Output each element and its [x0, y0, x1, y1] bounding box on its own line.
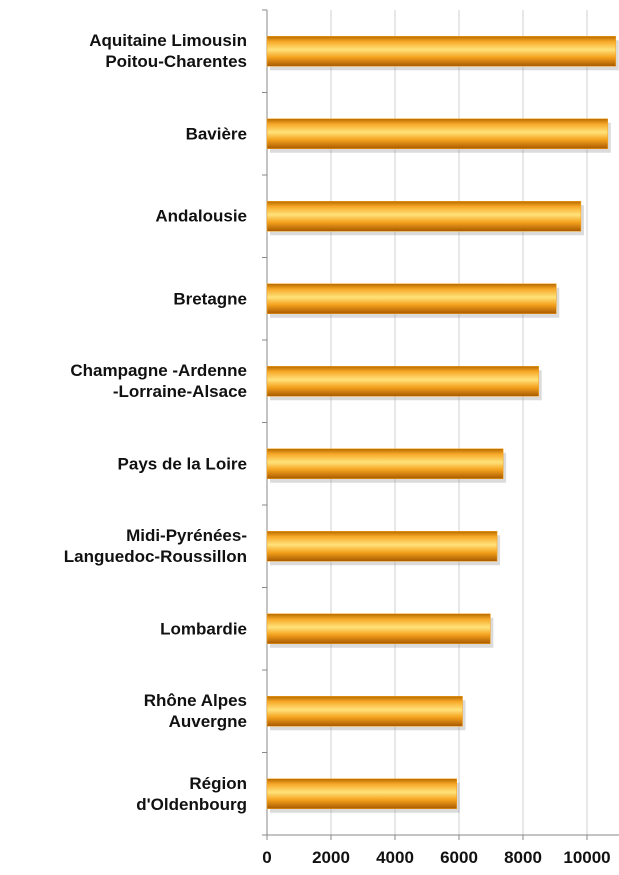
bar [266, 366, 539, 397]
bar [266, 696, 463, 727]
y-tick-label: Rhône Alpes Auvergne [143, 691, 247, 732]
x-tick-label: 6000 [440, 848, 478, 867]
bar [266, 201, 582, 232]
bar [266, 36, 617, 67]
bar [266, 613, 491, 644]
bar [266, 118, 609, 149]
bar [266, 283, 557, 314]
x-tick-label: 4000 [376, 848, 414, 867]
x-tick-label: 0 [262, 848, 271, 867]
y-tick-label: Région d'Oldenbourg [136, 773, 247, 814]
bar [266, 448, 504, 479]
bar [266, 778, 458, 809]
x-tick-label: 10000 [563, 848, 610, 867]
y-tick-label: Midi-Pyrénées- Languedoc-Roussillon [63, 526, 247, 567]
y-tick-label: Aquitaine Limousin Poitou-Charentes [89, 31, 247, 72]
y-tick-label: Pays de la Loire [117, 454, 247, 474]
x-tick-label: 2000 [312, 848, 350, 867]
y-tick-label: Champagne -Ardenne -Lorraine-Alsace [70, 361, 247, 402]
y-tick-label: Bretagne [173, 289, 247, 309]
y-tick-label: Bavière [185, 124, 247, 144]
x-tick-label: 8000 [504, 848, 542, 867]
y-tick-label: Andalousie [155, 206, 247, 226]
y-tick-label: Lombardie [160, 619, 247, 639]
bar [266, 531, 498, 562]
